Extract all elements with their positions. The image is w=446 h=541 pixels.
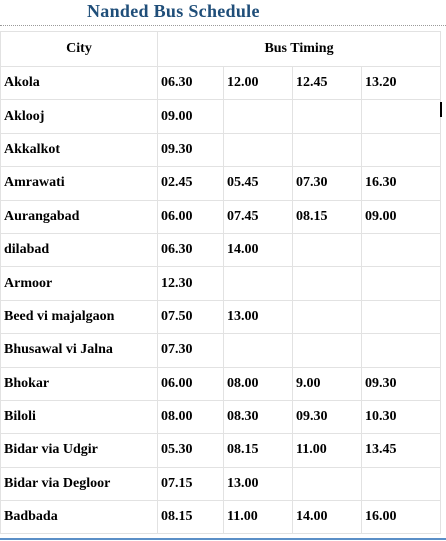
- time-cell: 13.00: [223, 299, 293, 335]
- time-cell: 10.30: [360, 399, 442, 435]
- time-cell: 08.15: [157, 500, 224, 535]
- time-cell: 13.00: [223, 466, 293, 502]
- table-row: Bhusawal vi Jalna 07.30: [0, 333, 442, 368]
- table-row: dilabad 06.30 14.00: [0, 232, 442, 268]
- table-row: Amrawati 02.45 05.45 07.30 16.30: [0, 166, 442, 201]
- city-cell: Bidar via Degloor: [0, 466, 158, 502]
- table-row: Bidar via Degloor 07.15 13.00: [0, 466, 442, 502]
- time-cell: 09.00: [360, 199, 442, 234]
- time-cell: 13.45: [360, 433, 442, 468]
- page-title: Nanded Bus Schedule: [87, 1, 260, 21]
- city-cell: Badbada: [0, 500, 158, 535]
- time-cell: [292, 132, 362, 168]
- time-cell: [292, 333, 362, 368]
- city-column-header: City: [0, 31, 158, 67]
- time-cell: 09.00: [157, 99, 224, 134]
- time-cell: 09.30: [157, 132, 224, 168]
- time-cell: [360, 99, 442, 134]
- city-cell: Aklooj: [0, 99, 158, 134]
- time-cell: [292, 299, 362, 335]
- time-cell: [360, 232, 442, 268]
- time-cell: [360, 333, 442, 368]
- time-cell: [223, 99, 293, 134]
- bus-timing-column-header: Bus Timing: [156, 31, 442, 67]
- city-cell: Bhokar: [0, 366, 158, 401]
- city-cell: Bhusawal vi Jalna: [0, 333, 158, 368]
- city-cell: Biloli: [0, 399, 158, 435]
- time-cell: 14.00: [292, 500, 362, 535]
- time-cell: 06.30: [157, 232, 224, 268]
- time-cell: [360, 299, 442, 335]
- header-row: City Bus Timing: [0, 31, 442, 67]
- table-row: Aklooj 09.00: [0, 99, 442, 134]
- time-cell: 12.45: [292, 65, 362, 101]
- city-cell: Akola: [0, 65, 158, 101]
- time-cell: 9.00: [292, 366, 362, 401]
- time-cell: 11.00: [292, 433, 362, 468]
- time-cell: [292, 232, 362, 268]
- city-cell: Beed vi majalgaon: [0, 299, 158, 335]
- time-cell: [360, 132, 442, 168]
- time-cell: 06.00: [157, 199, 224, 234]
- table-row: Bidar via Udgir 05.30 08.15 11.00 13.45: [0, 433, 442, 468]
- time-cell: 02.45: [157, 166, 224, 201]
- time-cell: 16.00: [360, 500, 442, 535]
- time-cell: [223, 333, 293, 368]
- time-cell: [223, 266, 293, 301]
- time-cell: 07.45: [223, 199, 293, 234]
- city-cell: Armoor: [0, 266, 158, 301]
- time-cell: 08.30: [223, 399, 293, 435]
- time-cell: 13.20: [360, 65, 442, 101]
- time-cell: [292, 466, 362, 502]
- city-cell: dilabad: [0, 232, 158, 268]
- city-cell: Aurangabad: [0, 199, 158, 234]
- time-cell: 09.30: [360, 366, 442, 401]
- table-row: Akola 06.30 12.00 12.45 13.20: [0, 65, 442, 101]
- text-cursor: [440, 102, 442, 117]
- title-divider: [0, 25, 446, 26]
- time-cell: [292, 266, 362, 301]
- schedule-table: City Bus Timing Akola 06.30 12.00 12.45 13.2…: [0, 31, 442, 535]
- table-row: Armoor 12.30: [0, 266, 442, 301]
- time-cell: 07.30: [157, 333, 224, 368]
- city-cell: Amrawati: [0, 166, 158, 201]
- time-cell: 08.00: [223, 366, 293, 401]
- city-cell: Bidar via Udgir: [0, 433, 158, 468]
- time-cell: 14.00: [223, 232, 293, 268]
- time-cell: [223, 132, 293, 168]
- table-row: Akkalkot 09.30: [0, 132, 442, 168]
- time-cell: 07.30: [292, 166, 362, 201]
- bottom-divider: [0, 538, 446, 540]
- table-row: Biloli 08.00 08.30 09.30 10.30: [0, 399, 442, 435]
- table-row: Bhokar 06.00 08.00 9.00 09.30: [0, 366, 442, 401]
- time-cell: 08.15: [292, 199, 362, 234]
- time-cell: 11.00: [223, 500, 293, 535]
- table-row: Beed vi majalgaon 07.50 13.00: [0, 299, 442, 335]
- city-cell: Akkalkot: [0, 132, 158, 168]
- time-cell: 05.30: [157, 433, 224, 468]
- time-cell: 09.30: [292, 399, 362, 435]
- time-cell: 08.00: [157, 399, 224, 435]
- time-cell: 08.15: [223, 433, 293, 468]
- table-row: Badbada 08.15 11.00 14.00 16.00: [0, 500, 442, 535]
- time-cell: 06.30: [157, 65, 224, 101]
- time-cell: 12.00: [223, 65, 293, 101]
- time-cell: [292, 99, 362, 134]
- time-cell: 06.00: [157, 366, 224, 401]
- time-cell: 05.45: [223, 166, 293, 201]
- time-cell: 07.15: [157, 466, 224, 502]
- table-row: Aurangabad 06.00 07.45 08.15 09.00: [0, 199, 442, 234]
- time-cell: 07.50: [157, 299, 224, 335]
- time-cell: [360, 466, 442, 502]
- time-cell: 12.30: [157, 266, 224, 301]
- time-cell: [360, 266, 442, 301]
- time-cell: 16.30: [360, 166, 442, 201]
